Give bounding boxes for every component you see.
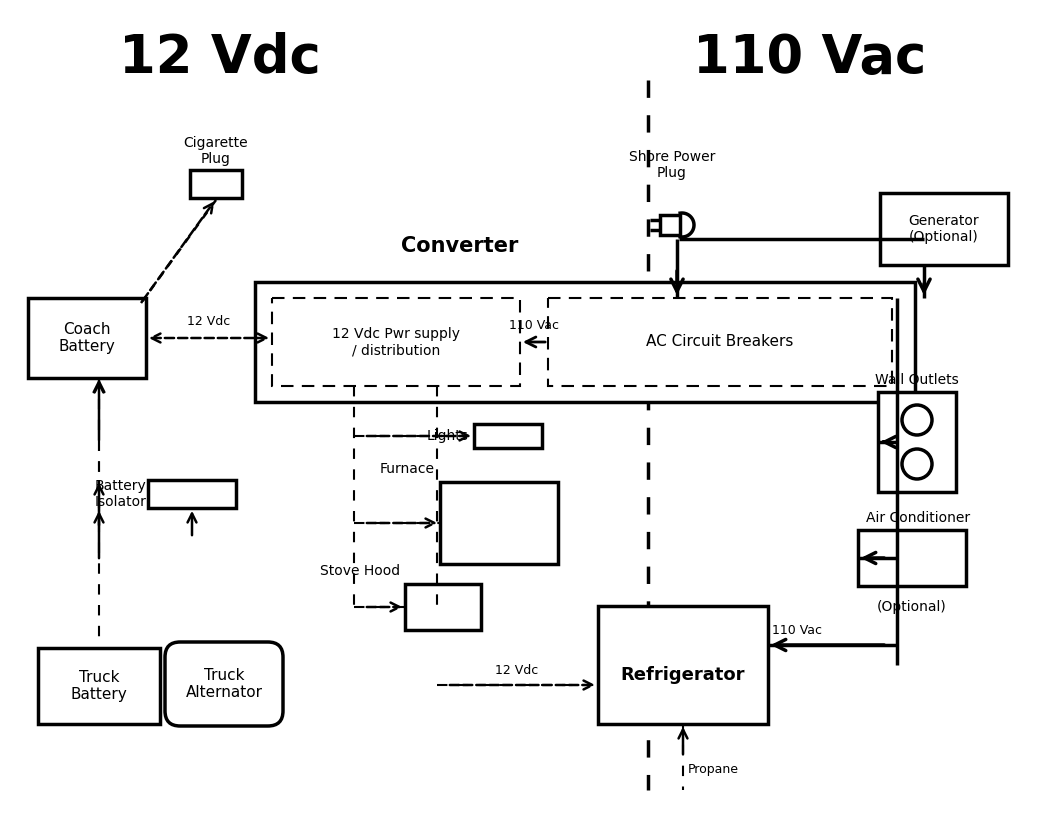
Text: Cigarette
Plug: Cigarette Plug <box>184 136 249 166</box>
Text: Furnace: Furnace <box>380 462 435 476</box>
Text: Wall Outlets: Wall Outlets <box>875 373 959 387</box>
Text: 12 Vdc: 12 Vdc <box>120 32 321 84</box>
Text: (Optional): (Optional) <box>877 600 947 614</box>
Bar <box>660 215 680 235</box>
Bar <box>598 606 768 724</box>
Bar <box>28 298 146 378</box>
Text: 110 Vac: 110 Vac <box>509 319 559 332</box>
Bar <box>38 648 160 724</box>
Bar <box>880 193 1008 265</box>
Text: Shore Power
Plug: Shore Power Plug <box>628 150 715 180</box>
Text: Refrigerator: Refrigerator <box>621 666 745 684</box>
Bar <box>405 584 481 630</box>
Bar <box>255 282 915 402</box>
Bar <box>440 482 558 564</box>
Text: 110 Vac: 110 Vac <box>772 624 822 637</box>
Text: Converter: Converter <box>402 236 518 256</box>
Text: Truck
Alternator: Truck Alternator <box>186 667 262 700</box>
Text: 12 Vdc: 12 Vdc <box>188 315 231 328</box>
Bar <box>474 424 542 448</box>
Bar <box>272 298 520 386</box>
Text: 12 Vdc: 12 Vdc <box>495 664 538 677</box>
Bar <box>148 480 236 508</box>
Text: 110 Vac: 110 Vac <box>693 32 926 84</box>
Text: Battery
Isolator: Battery Isolator <box>94 479 146 509</box>
Text: Propane: Propane <box>688 764 738 777</box>
Text: AC Circuit Breakers: AC Circuit Breakers <box>646 334 794 350</box>
Text: Generator
(Optional): Generator (Optional) <box>908 214 980 244</box>
Text: Coach
Battery: Coach Battery <box>59 322 115 355</box>
Bar <box>878 392 956 492</box>
Text: Air Conditioner: Air Conditioner <box>865 511 970 525</box>
Bar <box>190 170 242 198</box>
Bar <box>548 298 892 386</box>
Bar <box>858 530 966 586</box>
Text: Lights: Lights <box>427 429 469 443</box>
Text: 12 Vdc Pwr supply
/ distribution: 12 Vdc Pwr supply / distribution <box>331 327 461 357</box>
FancyBboxPatch shape <box>165 642 283 726</box>
Text: Truck
Battery: Truck Battery <box>70 670 127 703</box>
Text: Stove Hood: Stove Hood <box>320 564 400 578</box>
